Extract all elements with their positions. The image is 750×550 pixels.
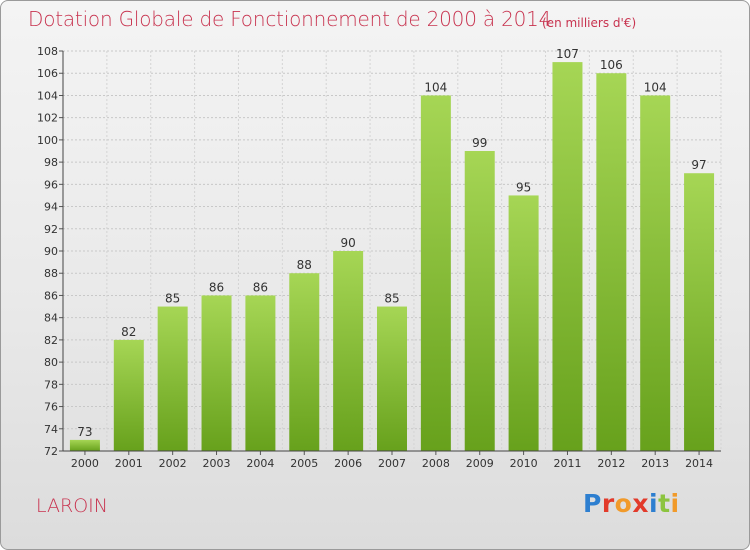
data-label-2010: 95 <box>516 180 531 194</box>
x-tick-label: 2001 <box>115 457 143 470</box>
data-label-2000: 73 <box>77 425 92 439</box>
bar-2003[interactable] <box>201 295 232 451</box>
data-label-2007: 85 <box>384 292 399 306</box>
bar-2011[interactable] <box>552 62 583 451</box>
y-tick-label: 82 <box>44 334 58 347</box>
axes: 72 74 76 78 80 82 84 86 88 90 92 94 96 98 100 102 104 106… <box>37 45 721 470</box>
y-tick-label: 104 <box>37 89 58 102</box>
y-tick-label: 98 <box>44 156 58 169</box>
y-tick-label: 84 <box>44 312 58 325</box>
y-tick-label: 78 <box>44 378 58 391</box>
bar-2002[interactable] <box>157 306 188 451</box>
x-tick-label: 2006 <box>334 457 362 470</box>
y-tick-label: 108 <box>37 45 58 58</box>
y-tick-label: 102 <box>37 112 58 125</box>
data-label-2003: 86 <box>209 280 224 294</box>
x-tick-label: 2009 <box>466 457 494 470</box>
data-label-2006: 90 <box>340 236 355 250</box>
bars: 73 82 85 86 86 88 90 85 104 99 95 107 106 104 97 <box>69 47 715 451</box>
y-tick-label: 106 <box>37 67 58 80</box>
bar-2001[interactable] <box>113 339 144 451</box>
x-tick-label: 2007 <box>378 457 406 470</box>
y-tick-label: 80 <box>44 356 58 369</box>
x-tick-label: 2003 <box>203 457 231 470</box>
chart-subtitle: (en milliers d'€) <box>542 16 637 30</box>
x-tick-label: 2000 <box>71 457 99 470</box>
y-tick-label: 86 <box>44 289 58 302</box>
bar-2000[interactable] <box>69 439 100 451</box>
y-tick-label: 94 <box>44 201 58 214</box>
x-tick-label: 2004 <box>246 457 274 470</box>
x-tick-label: 2012 <box>597 457 625 470</box>
data-label-2009: 99 <box>472 136 487 150</box>
x-tick-label: 2014 <box>685 457 713 470</box>
x-tick-label: 2008 <box>422 457 450 470</box>
x-tick-label: 2002 <box>159 457 187 470</box>
data-label-2001: 82 <box>121 325 136 339</box>
bar-2005[interactable] <box>289 273 320 451</box>
data-label-2004: 86 <box>253 280 268 294</box>
y-tick-label: 76 <box>44 401 58 414</box>
bar-2012[interactable] <box>596 73 627 451</box>
data-label-2013: 104 <box>644 80 667 94</box>
bar-2006[interactable] <box>333 251 364 451</box>
bar-2010[interactable] <box>508 195 539 451</box>
bar-2013[interactable] <box>640 95 671 451</box>
commune-name: LAROIN <box>36 495 108 517</box>
data-label-2005: 88 <box>297 258 312 272</box>
bar-2014[interactable] <box>684 173 715 451</box>
data-label-2008: 104 <box>424 80 447 94</box>
x-tick-label: 2010 <box>510 457 538 470</box>
data-label-2002: 85 <box>165 292 180 306</box>
y-tick-label: 74 <box>44 423 58 436</box>
y-tick-label: 92 <box>44 223 58 236</box>
data-label-2012: 106 <box>600 58 623 72</box>
data-label-2014: 97 <box>691 158 706 172</box>
x-tick-label: 2005 <box>290 457 318 470</box>
data-label-2011: 107 <box>556 47 579 61</box>
x-tick-label: 2011 <box>553 457 581 470</box>
bar-2009[interactable] <box>464 151 495 451</box>
y-tick-label: 88 <box>44 267 58 280</box>
bar-2008[interactable] <box>420 95 451 451</box>
y-tick-label: 90 <box>44 245 58 258</box>
y-tick-label: 100 <box>37 134 58 147</box>
y-tick-label: 72 <box>44 445 58 458</box>
x-tick-label: 2013 <box>641 457 669 470</box>
bar-2007[interactable] <box>377 306 407 451</box>
bar-2004[interactable] <box>245 295 276 451</box>
y-tick-label: 96 <box>44 178 58 191</box>
proxiti-logo[interactable]: Proxiti <box>583 489 680 518</box>
chart-title: Dotation Globale de Fonctionnement de 20… <box>28 7 552 31</box>
